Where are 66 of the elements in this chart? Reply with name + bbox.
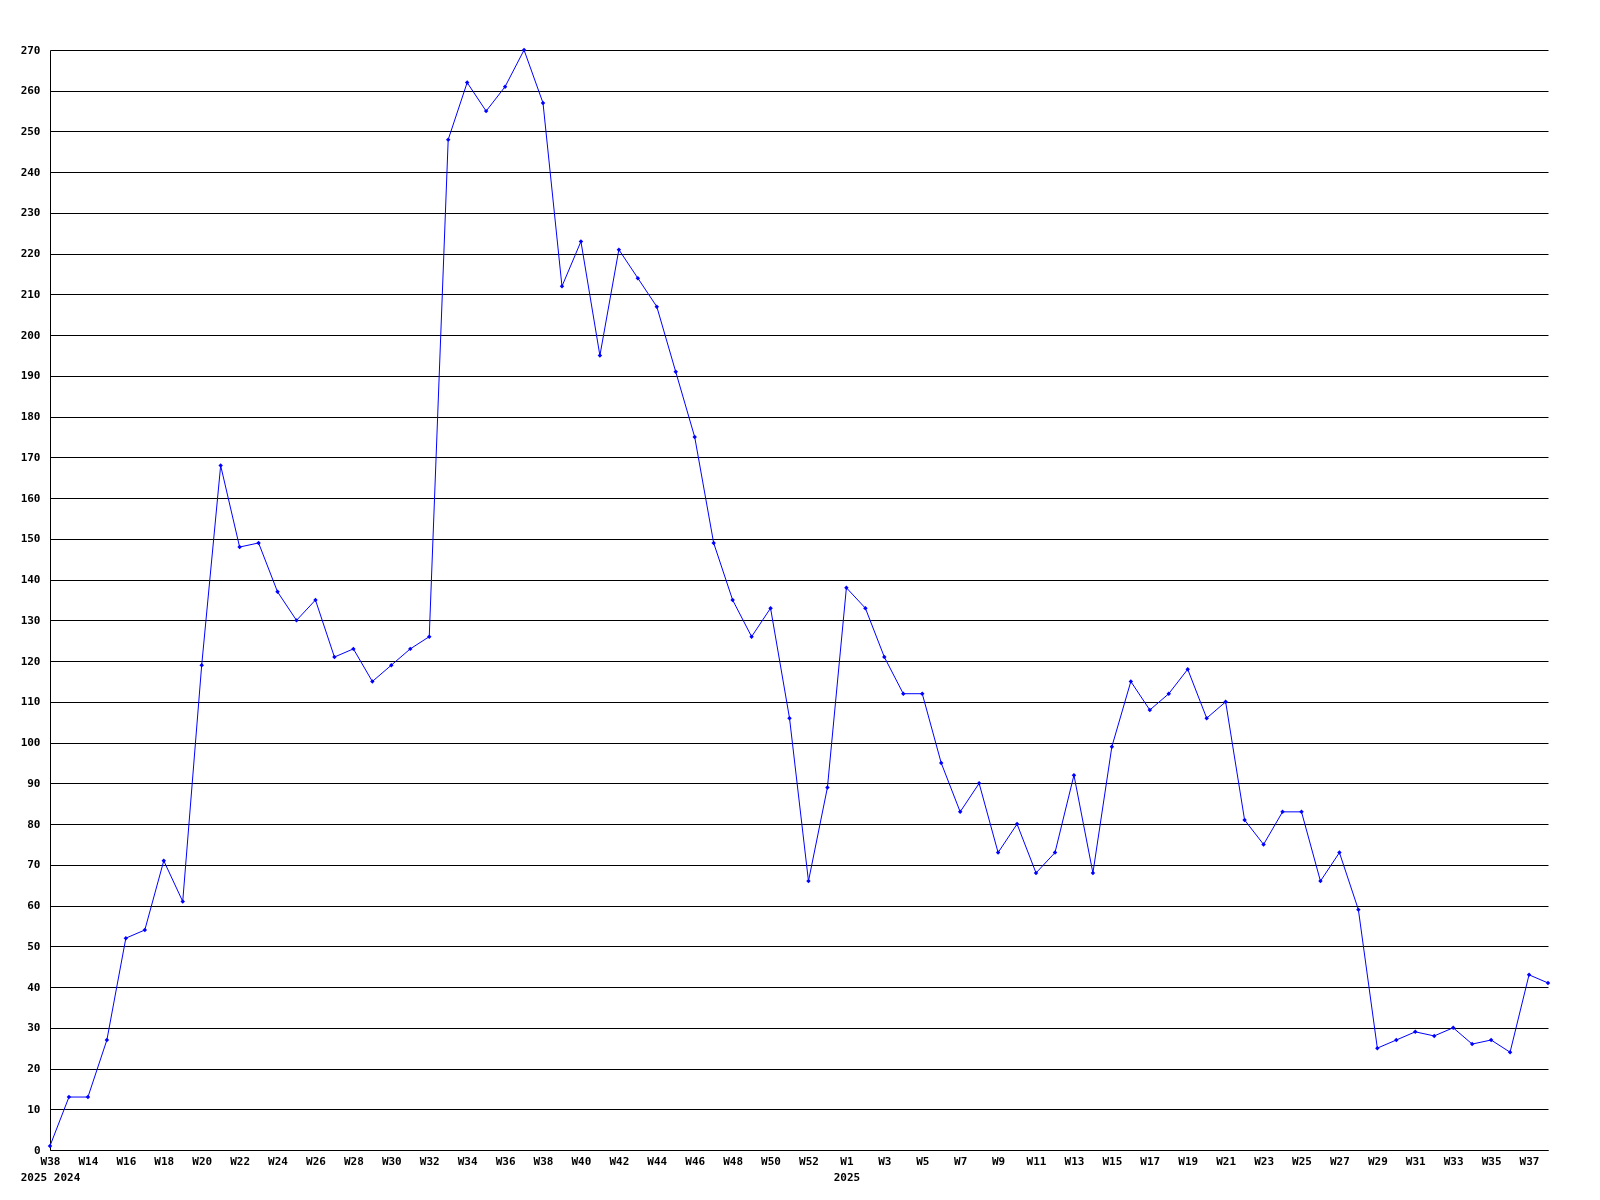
y-tick-label: 50 xyxy=(27,939,41,953)
y-tick-label: 10 xyxy=(27,1102,41,1116)
y-tick-label: 70 xyxy=(27,858,41,872)
x-tick-label: W25 xyxy=(1292,1154,1312,1168)
y-tick-label: 60 xyxy=(27,899,41,913)
x-tick-label: W24 xyxy=(268,1154,289,1168)
x-tick-label: W18 xyxy=(154,1154,175,1168)
x-tick-label: W7 xyxy=(954,1154,968,1168)
y-tick-label: 230 xyxy=(20,206,41,220)
x-tick-label: W46 xyxy=(685,1154,706,1168)
x-tick-label: W27 xyxy=(1329,1154,1350,1168)
y-tick-label: 20 xyxy=(27,1062,41,1076)
x-tick-label: W50 xyxy=(761,1154,781,1168)
x-tick-label: W36 xyxy=(495,1154,516,1168)
x-tick-label: W9 xyxy=(991,1154,1006,1168)
x-tick-label: W26 xyxy=(306,1154,327,1168)
x-tick-label: W30 xyxy=(381,1154,402,1168)
y-tick-label: 220 xyxy=(20,247,41,261)
x-tick-label: W16 xyxy=(116,1154,137,1168)
x-tick-label: W23 xyxy=(1254,1154,1275,1168)
y-tick-label: 270 xyxy=(20,43,41,57)
x-tick-label: W33 xyxy=(1443,1154,1464,1168)
x-tick-label: W42 xyxy=(609,1154,630,1168)
x-tick-label: W34 xyxy=(457,1154,478,1168)
x-tick-label: W15 xyxy=(1102,1154,1123,1168)
y-tick-label: 250 xyxy=(20,124,41,138)
y-tick-label: 170 xyxy=(20,450,41,464)
x-tick-label: W48 xyxy=(723,1154,744,1168)
x-tick-label: W21 xyxy=(1216,1154,1237,1168)
x-tick-label: W38 xyxy=(533,1154,554,1168)
x-tick-label: W52 xyxy=(799,1154,819,1168)
x-tick-label: W13 xyxy=(1064,1154,1085,1168)
x-tick-label: W29 xyxy=(1367,1154,1388,1168)
y-tick-label: 90 xyxy=(27,776,41,790)
x-tick-label: W35 xyxy=(1481,1154,1502,1168)
x-tick-label: W19 xyxy=(1178,1154,1199,1168)
y-tick-label: 40 xyxy=(27,980,41,994)
x-tick-label: W44 xyxy=(647,1154,668,1168)
x-tick-label: W11 xyxy=(1026,1154,1047,1168)
y-tick-label: 260 xyxy=(20,84,41,98)
x-tick-label: W31 xyxy=(1405,1154,1427,1168)
x-tick-label: W3 xyxy=(878,1154,892,1168)
y-tick-label: 190 xyxy=(20,369,41,383)
y-tick-label: 240 xyxy=(20,165,41,179)
x-tick-label: W5 xyxy=(916,1154,930,1168)
y-tick-label: 120 xyxy=(20,654,41,668)
x-tick-label: W22 xyxy=(230,1154,251,1168)
x-tick-label: W17 xyxy=(1140,1154,1161,1168)
x-tick-label: W32 xyxy=(419,1154,440,1168)
x-tick-label: W40 xyxy=(571,1154,592,1168)
y-tick-label: 160 xyxy=(20,491,41,505)
y-tick-label: 140 xyxy=(20,573,41,587)
y-tick-label: 100 xyxy=(20,736,41,750)
y-tick-label: 200 xyxy=(20,328,41,342)
y-tick-label: 30 xyxy=(27,1021,41,1035)
x-tick-label: W1 2025 xyxy=(833,1154,861,1184)
x-tick-label: W28 xyxy=(343,1154,364,1168)
y-tick-label: 210 xyxy=(20,287,41,301)
y-tick-label: 150 xyxy=(20,532,41,546)
x-tick-label: W37 xyxy=(1519,1154,1540,1168)
y-tick-label: 180 xyxy=(20,410,41,424)
x-tick-label: W20 xyxy=(192,1154,213,1168)
y-tick-label: 80 xyxy=(27,817,41,831)
y-tick-label: 0 xyxy=(33,1143,41,1157)
y-tick-label: 110 xyxy=(20,695,41,709)
y-tick-label: 130 xyxy=(20,613,41,627)
